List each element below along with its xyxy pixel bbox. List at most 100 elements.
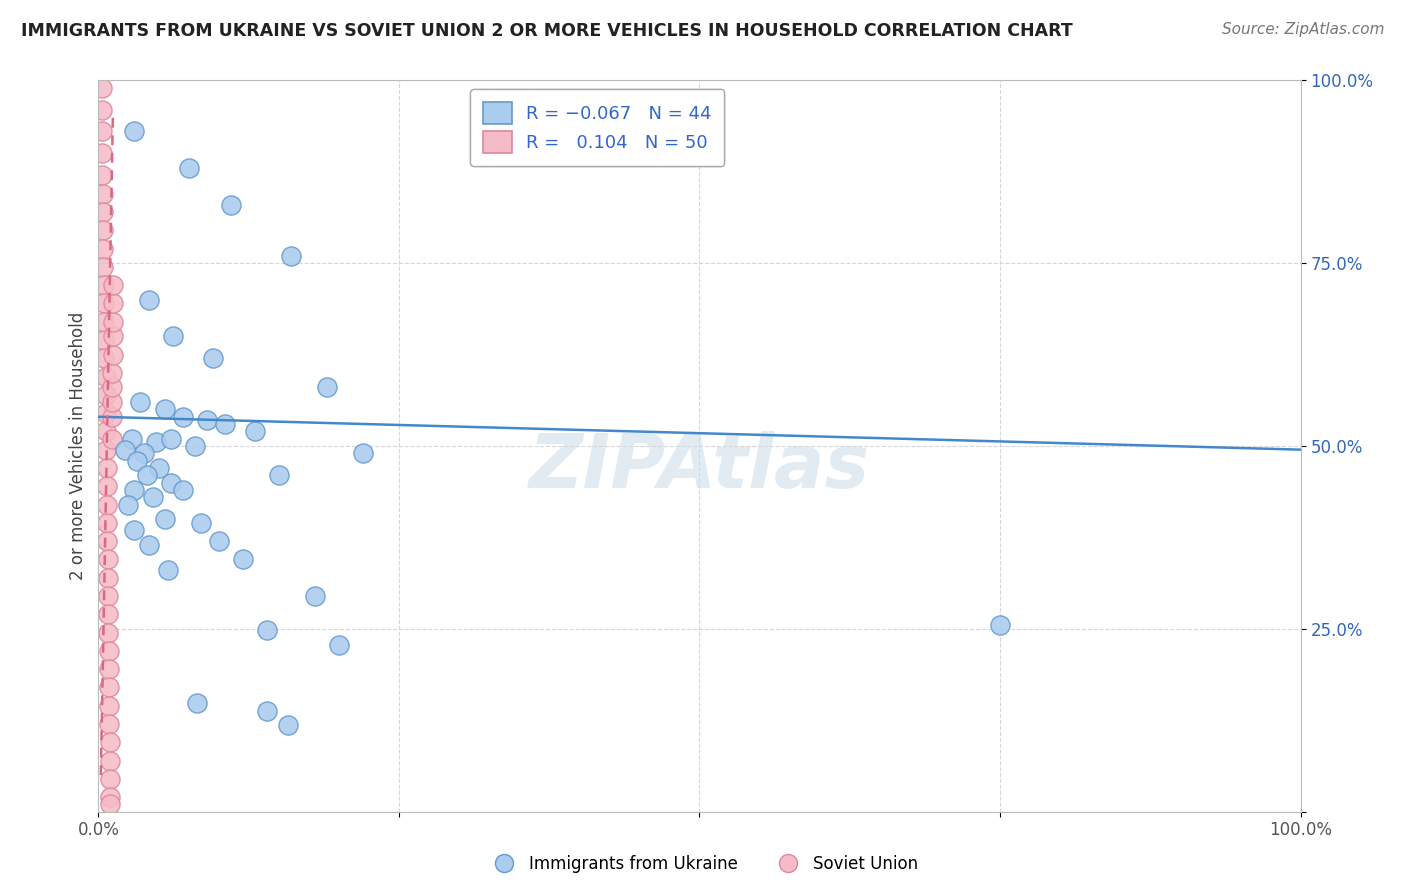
- Point: [94, 388, 117, 402]
- Point: [91, 146, 114, 161]
- Point: [98, 717, 121, 731]
- Point: [100, 754, 122, 768]
- Point: [201, 351, 224, 366]
- Point: [101, 315, 124, 329]
- Point: [277, 718, 299, 732]
- Point: [145, 435, 167, 450]
- Point: [91, 205, 114, 219]
- Point: [125, 453, 148, 467]
- Point: [135, 468, 157, 483]
- Point: [101, 278, 124, 293]
- Point: [97, 625, 120, 640]
- Point: [172, 483, 194, 497]
- Point: [100, 380, 122, 394]
- Point: [129, 395, 152, 409]
- Point: [94, 369, 117, 384]
- Point: [97, 589, 120, 603]
- Point: [159, 475, 181, 490]
- Point: [100, 395, 122, 409]
- Point: [141, 490, 163, 504]
- Point: [208, 534, 231, 549]
- Point: [132, 446, 155, 460]
- Y-axis label: 2 or more Vehicles in Household: 2 or more Vehicles in Household: [69, 312, 87, 580]
- Point: [100, 366, 122, 380]
- Point: [91, 242, 114, 256]
- Text: Source: ZipAtlas.com: Source: ZipAtlas.com: [1222, 22, 1385, 37]
- Point: [100, 409, 122, 424]
- Point: [98, 662, 121, 676]
- Text: ZIPAtlas: ZIPAtlas: [529, 432, 870, 505]
- Point: [97, 552, 120, 566]
- Point: [328, 638, 350, 652]
- Point: [96, 479, 118, 493]
- Point: [304, 589, 326, 603]
- Point: [98, 698, 121, 713]
- Point: [91, 186, 114, 201]
- Point: [153, 402, 176, 417]
- Point: [267, 468, 290, 483]
- Point: [96, 498, 118, 512]
- Point: [177, 161, 200, 175]
- Point: [256, 704, 278, 718]
- Point: [98, 681, 121, 695]
- Point: [91, 169, 114, 183]
- Point: [100, 797, 122, 812]
- Text: IMMIGRANTS FROM UKRAINE VS SOVIET UNION 2 OR MORE VEHICLES IN HOUSEHOLD CORRELAT: IMMIGRANTS FROM UKRAINE VS SOVIET UNION …: [21, 22, 1073, 40]
- Point: [162, 329, 184, 343]
- Point: [100, 735, 122, 749]
- Point: [121, 432, 143, 446]
- Point: [96, 534, 118, 549]
- Point: [988, 618, 1011, 632]
- Point: [195, 413, 218, 427]
- Point: [91, 80, 114, 95]
- Point: [138, 293, 160, 307]
- Point: [114, 442, 136, 457]
- Point: [97, 607, 120, 622]
- Point: [94, 442, 117, 457]
- Point: [153, 512, 176, 526]
- Point: [124, 483, 146, 497]
- Point: [96, 516, 118, 530]
- Point: [243, 425, 266, 439]
- Point: [148, 461, 170, 475]
- Point: [93, 351, 115, 366]
- Point: [117, 498, 139, 512]
- Point: [280, 249, 302, 263]
- Point: [91, 103, 114, 117]
- Legend: R = −0.067   N = 44, R =   0.104   N = 50: R = −0.067 N = 44, R = 0.104 N = 50: [470, 89, 724, 166]
- Point: [98, 644, 121, 658]
- Point: [101, 348, 124, 362]
- Point: [101, 329, 124, 343]
- Point: [100, 432, 122, 446]
- Point: [93, 296, 115, 310]
- Point: [138, 538, 160, 552]
- Point: [186, 697, 208, 711]
- Point: [159, 432, 181, 446]
- Point: [315, 380, 337, 394]
- Point: [190, 516, 212, 530]
- Point: [101, 296, 124, 310]
- Point: [93, 333, 115, 347]
- Point: [352, 446, 374, 460]
- Point: [172, 409, 194, 424]
- Point: [91, 124, 114, 138]
- Point: [93, 315, 115, 329]
- Point: [100, 790, 122, 805]
- Point: [94, 406, 117, 420]
- Point: [124, 124, 146, 138]
- Point: [232, 552, 254, 566]
- Point: [91, 223, 114, 237]
- Point: [219, 197, 242, 211]
- Point: [183, 439, 205, 453]
- Point: [97, 571, 120, 585]
- Point: [94, 425, 117, 439]
- Point: [100, 772, 122, 786]
- Legend: Immigrants from Ukraine, Soviet Union: Immigrants from Ukraine, Soviet Union: [481, 848, 925, 880]
- Point: [96, 461, 118, 475]
- Point: [91, 260, 114, 274]
- Point: [157, 563, 180, 577]
- Point: [214, 417, 236, 431]
- Point: [93, 278, 115, 293]
- Point: [124, 523, 146, 537]
- Point: [256, 624, 278, 638]
